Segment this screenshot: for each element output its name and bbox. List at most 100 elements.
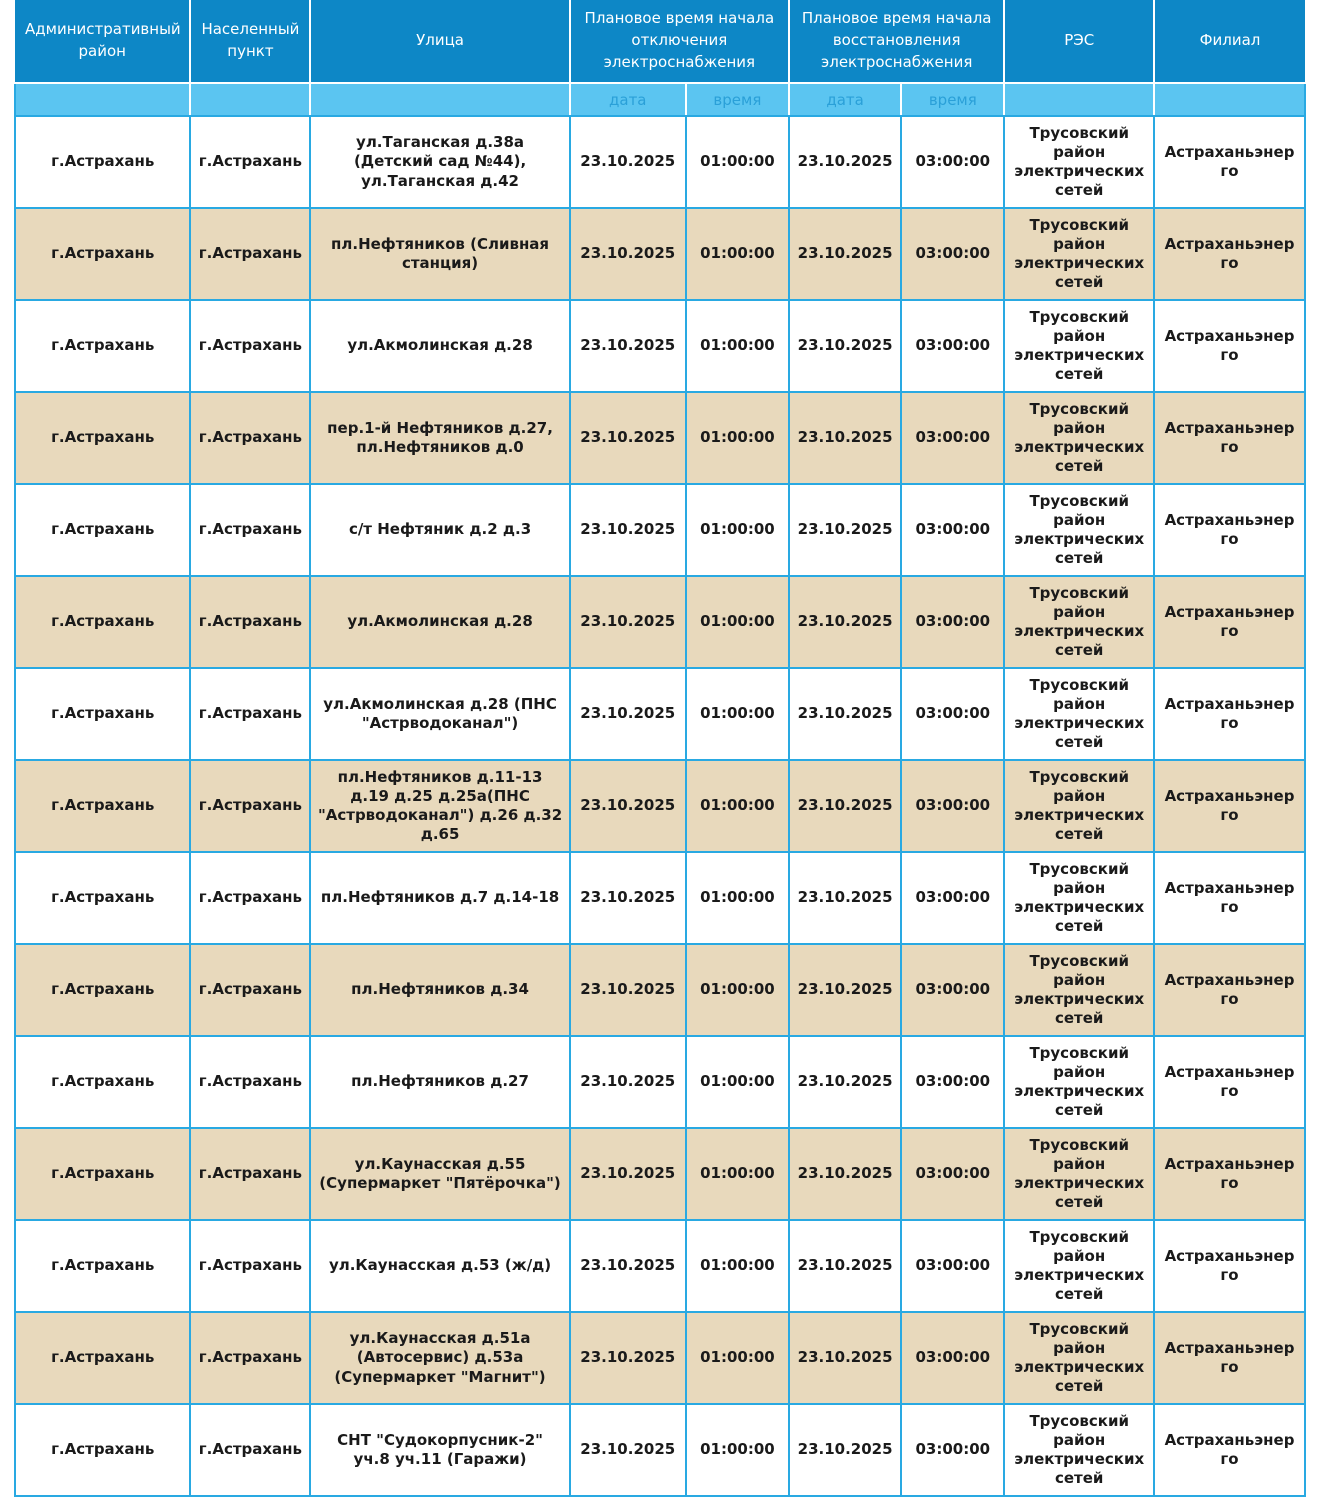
subheader-restore-time: время [900,82,1006,117]
table-body: г.Астрахань г.Астрахань ул.Таганская д.3… [13,115,1306,1497]
cell-district: г.Астрахань [13,483,192,577]
cell-settlement: г.Астрахань [189,667,312,761]
cell-outage-time: 01:00:00 [684,115,790,209]
cell-street: пл.Нефтяников д.27 [309,1035,571,1129]
cell-restore-time: 03:00:00 [900,943,1006,1037]
subheader-restore-date: дата [787,82,903,117]
cell-restore-time: 03:00:00 [900,851,1006,945]
cell-outage-time: 01:00:00 [684,1035,790,1129]
cell-branch: Астраханьэнерго [1153,851,1306,945]
cell-district: г.Астрахань [13,759,192,853]
cell-outage-time: 01:00:00 [684,391,790,485]
cell-res: Трусовский район электрических сетей [1003,1035,1156,1129]
cell-res: Трусовский район электрических сетей [1003,1403,1156,1497]
cell-outage-time: 01:00:00 [684,299,790,393]
cell-street: пер.1-й Нефтяников д.27, пл.Нефтяников д… [309,391,571,485]
subheader-empty-res [1003,82,1156,117]
cell-restore-date: 23.10.2025 [787,391,903,485]
cell-restore-date: 23.10.2025 [787,667,903,761]
cell-res: Трусовский район электрических сетей [1003,207,1156,301]
cell-outage-time: 01:00:00 [684,1403,790,1497]
cell-district: г.Астрахань [13,1035,192,1129]
cell-res: Трусовский район электрических сетей [1003,483,1156,577]
table-row: г.Астрахань г.Астрахань ул.Акмолинская д… [13,667,1306,761]
cell-outage-time: 01:00:00 [684,1127,790,1221]
cell-settlement: г.Астрахань [189,575,312,669]
cell-restore-date: 23.10.2025 [787,1311,903,1405]
cell-district: г.Астрахань [13,1311,192,1405]
cell-district: г.Астрахань [13,667,192,761]
cell-restore-date: 23.10.2025 [787,1403,903,1497]
cell-settlement: г.Астрахань [189,1311,312,1405]
cell-settlement: г.Астрахань [189,391,312,485]
table-row: г.Астрахань г.Астрахань ул.Акмолинская д… [13,575,1306,669]
cell-settlement: г.Астрахань [189,207,312,301]
cell-outage-time: 01:00:00 [684,575,790,669]
cell-outage-date: 23.10.2025 [568,575,687,669]
cell-restore-time: 03:00:00 [900,207,1006,301]
cell-branch: Астраханьэнерго [1153,207,1306,301]
table-row: г.Астрахань г.Астрахань ул.Акмолинская д… [13,299,1306,393]
cell-restore-date: 23.10.2025 [787,943,903,1037]
cell-res: Трусовский район электрических сетей [1003,575,1156,669]
table-row: г.Астрахань г.Астрахань пл.Нефтяников (С… [13,207,1306,301]
cell-branch: Астраханьэнерго [1153,483,1306,577]
cell-res: Трусовский район электрических сетей [1003,1127,1156,1221]
table-row: г.Астрахань г.Астрахань ул.Таганская д.3… [13,115,1306,209]
cell-branch: Астраханьэнерго [1153,1127,1306,1221]
cell-street: ул.Акмолинская д.28 (ПНС "Астрводоканал"… [309,667,571,761]
cell-outage-time: 01:00:00 [684,1311,790,1405]
header-row-main: Административный район Населенный пункт … [15,0,1305,84]
cell-restore-time: 03:00:00 [900,1403,1006,1497]
cell-district: г.Астрахань [13,575,192,669]
cell-street: СНТ "Судокорпусник-2" уч.8 уч.11 (Гаражи… [309,1403,571,1497]
cell-outage-date: 23.10.2025 [568,1219,687,1313]
table-row: г.Астрахань г.Астрахань пл.Нефтяников д.… [13,1035,1306,1129]
cell-outage-date: 23.10.2025 [568,483,687,577]
table-row: г.Астрахань г.Астрахань ул.Каунасская д.… [13,1127,1306,1221]
cell-restore-date: 23.10.2025 [787,575,903,669]
cell-outage-date: 23.10.2025 [568,1311,687,1405]
subheader-empty-branch [1153,82,1306,117]
header-row-sub: дата время дата время [13,82,1306,117]
cell-branch: Астраханьэнерго [1153,1219,1306,1313]
cell-district: г.Астрахань [13,1219,192,1313]
cell-branch: Астраханьэнерго [1153,1403,1306,1497]
cell-street: пл.Нефтяников д.34 [309,943,571,1037]
cell-district: г.Астрахань [13,115,192,209]
cell-restore-time: 03:00:00 [900,299,1006,393]
cell-restore-time: 03:00:00 [900,1311,1006,1405]
cell-restore-date: 23.10.2025 [787,1035,903,1129]
subheader-empty-street [309,82,571,117]
cell-district: г.Астрахань [13,1127,192,1221]
cell-outage-date: 23.10.2025 [568,851,687,945]
cell-res: Трусовский район электрических сетей [1003,851,1156,945]
header-branch: Филиал [1153,0,1305,84]
cell-restore-date: 23.10.2025 [787,851,903,945]
cell-res: Трусовский район электрических сетей [1003,759,1156,853]
cell-outage-date: 23.10.2025 [568,115,687,209]
cell-restore-time: 03:00:00 [900,667,1006,761]
cell-outage-date: 23.10.2025 [568,759,687,853]
cell-outage-time: 01:00:00 [684,1219,790,1313]
cell-restore-time: 03:00:00 [900,575,1006,669]
table-row: г.Астрахань г.Астрахань ул.Каунасская д.… [13,1219,1306,1313]
cell-restore-date: 23.10.2025 [787,759,903,853]
cell-district: г.Астрахань [13,851,192,945]
cell-branch: Астраханьэнерго [1153,1035,1306,1129]
table-row: г.Астрахань г.Астрахань пл.Нефтяников д.… [13,851,1306,945]
cell-settlement: г.Астрахань [189,1403,312,1497]
table-row: г.Астрахань г.Астрахань пл.Нефтяников д.… [13,943,1306,1037]
subheader-outage-time: время [684,82,790,117]
cell-street: пл.Нефтяников д.7 д.14-18 [309,851,571,945]
cell-street: ул.Каунасская д.55 (Супермаркет "Пятёроч… [309,1127,571,1221]
cell-street: пл.Нефтяников д.11-13 д.19 д.25 д.25а(ПН… [309,759,571,853]
cell-district: г.Астрахань [13,1403,192,1497]
table-row: г.Астрахань г.Астрахань с/т Нефтяник д.2… [13,483,1306,577]
cell-settlement: г.Астрахань [189,299,312,393]
cell-restore-time: 03:00:00 [900,1127,1006,1221]
cell-restore-date: 23.10.2025 [787,1127,903,1221]
cell-res: Трусовский район электрических сетей [1003,1311,1156,1405]
cell-district: г.Астрахань [13,299,192,393]
